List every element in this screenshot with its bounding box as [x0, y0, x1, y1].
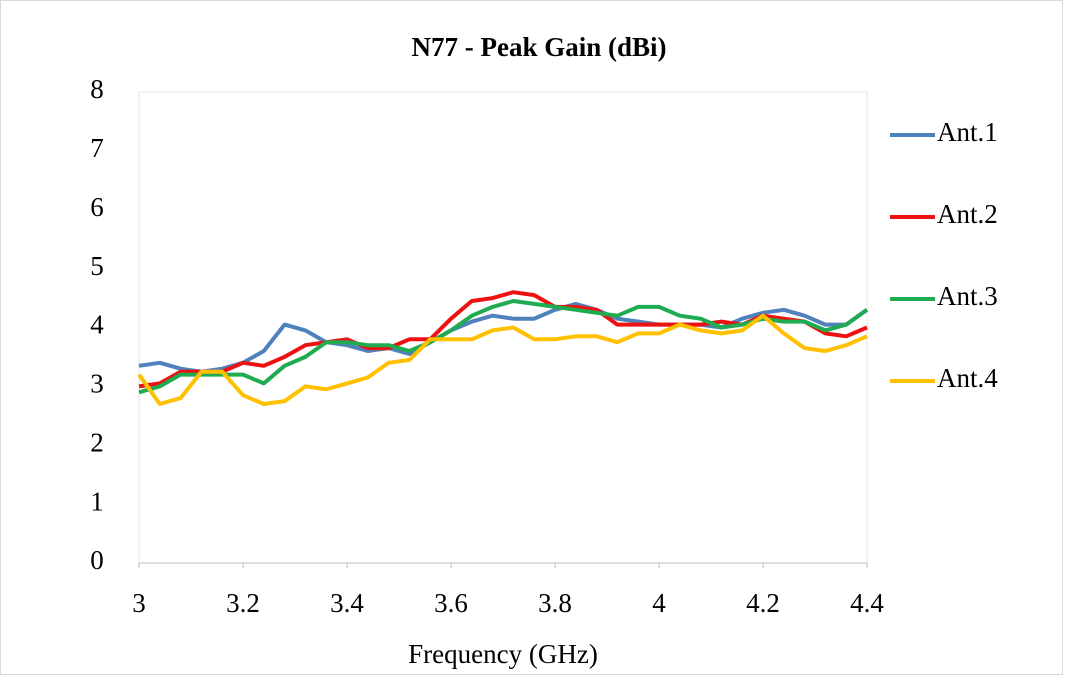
y-tick-label: 8 — [90, 74, 104, 104]
x-tick-label: 4.4 — [850, 588, 884, 618]
legend-label: Ant.1 — [937, 117, 998, 147]
x-tick-label: 3.4 — [330, 588, 364, 618]
legend-label: Ant.2 — [937, 199, 998, 229]
y-tick-label: 7 — [90, 133, 104, 163]
y-tick-label: 3 — [90, 369, 104, 399]
x-tick-label: 4 — [652, 588, 666, 618]
series-line — [138, 301, 869, 374]
x-tick-label: 3.8 — [538, 588, 572, 618]
legend-label: Ant.3 — [937, 281, 998, 311]
y-tick-label: 1 — [90, 486, 104, 516]
y-tick-label: 2 — [90, 427, 104, 457]
y-tick-label: 4 — [90, 310, 104, 340]
y-tick-label: 0 — [90, 545, 104, 575]
series-line — [138, 299, 869, 395]
series-line — [137, 313, 868, 406]
legend-label: Ant.4 — [937, 363, 998, 393]
x-axis-label: Frequency (GHz) — [408, 639, 598, 669]
x-tick-label: 3.6 — [434, 588, 468, 618]
y-tick-label: 6 — [90, 192, 104, 222]
chart-title: N77 - Peak Gain (dBi) — [411, 32, 666, 62]
x-tick-label: 4.2 — [746, 588, 780, 618]
x-tick-label: 3.2 — [226, 588, 260, 618]
y-tick-label: 5 — [90, 251, 104, 281]
x-tick-label: 3 — [132, 588, 146, 618]
